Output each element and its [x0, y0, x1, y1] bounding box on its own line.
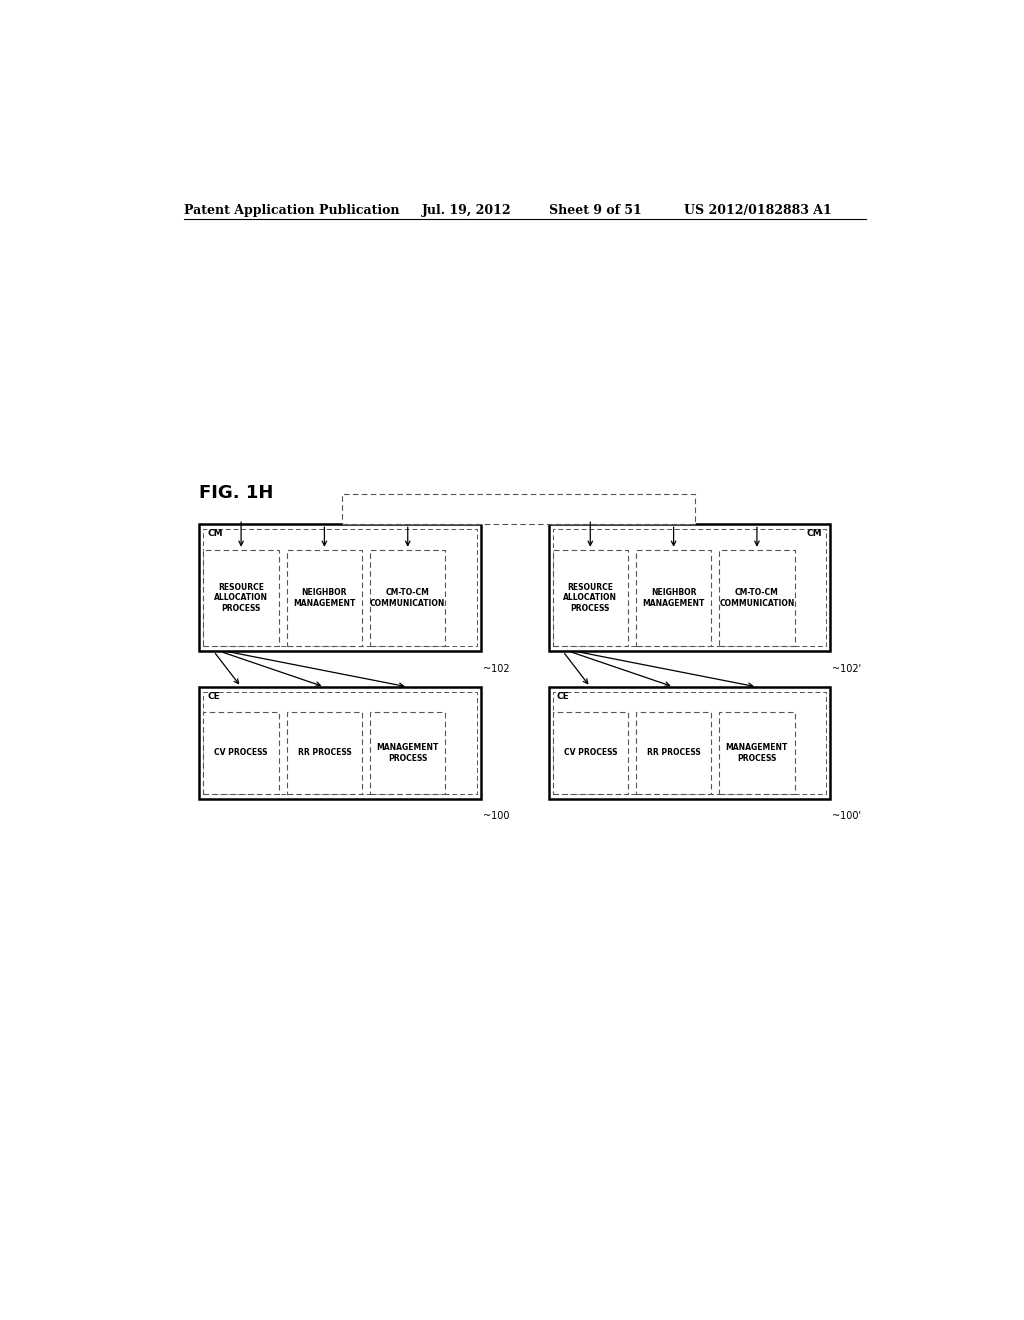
- Text: ~102': ~102': [831, 664, 861, 673]
- Bar: [370, 549, 445, 647]
- Text: MANAGEMENT
PROCESS: MANAGEMENT PROCESS: [726, 743, 788, 763]
- Text: RR PROCESS: RR PROCESS: [298, 748, 351, 758]
- Text: Patent Application Publication: Patent Application Publication: [183, 205, 399, 216]
- Bar: [200, 524, 481, 651]
- Text: ~100': ~100': [831, 810, 861, 821]
- Bar: [719, 549, 795, 647]
- Text: CE: CE: [557, 692, 569, 701]
- Bar: [553, 692, 826, 793]
- Bar: [549, 524, 830, 651]
- Text: ~102: ~102: [482, 664, 509, 673]
- Bar: [200, 686, 481, 799]
- Bar: [553, 713, 628, 793]
- Text: CM-TO-CM
COMMUNICATION: CM-TO-CM COMMUNICATION: [370, 589, 445, 607]
- Bar: [204, 549, 279, 647]
- Text: CM: CM: [207, 529, 223, 539]
- Text: US 2012/0182883 A1: US 2012/0182883 A1: [684, 205, 831, 216]
- Bar: [204, 713, 279, 793]
- Text: NEIGHBOR
MANAGEMENT: NEIGHBOR MANAGEMENT: [642, 589, 705, 607]
- Bar: [636, 549, 712, 647]
- Text: RR PROCESS: RR PROCESS: [647, 748, 700, 758]
- Bar: [553, 529, 826, 647]
- Text: RESOURCE
ALLOCATION
PROCESS: RESOURCE ALLOCATION PROCESS: [563, 583, 617, 612]
- Text: Jul. 19, 2012: Jul. 19, 2012: [422, 205, 511, 216]
- Bar: [287, 549, 362, 647]
- Text: CM: CM: [807, 529, 822, 539]
- Text: ~100: ~100: [482, 810, 509, 821]
- Bar: [204, 692, 477, 793]
- Bar: [342, 494, 695, 524]
- Bar: [719, 713, 795, 793]
- Bar: [287, 713, 362, 793]
- Bar: [549, 686, 830, 799]
- Text: CV PROCESS: CV PROCESS: [563, 748, 617, 758]
- Text: CM-TO-CM
COMMUNICATION: CM-TO-CM COMMUNICATION: [719, 589, 795, 607]
- Text: NEIGHBOR
MANAGEMENT: NEIGHBOR MANAGEMENT: [293, 589, 355, 607]
- Text: CE: CE: [207, 692, 220, 701]
- Text: CV PROCESS: CV PROCESS: [214, 748, 268, 758]
- Bar: [553, 549, 628, 647]
- Text: RESOURCE
ALLOCATION
PROCESS: RESOURCE ALLOCATION PROCESS: [214, 583, 268, 612]
- Bar: [204, 529, 477, 647]
- Text: MANAGEMENT
PROCESS: MANAGEMENT PROCESS: [377, 743, 439, 763]
- Bar: [370, 713, 445, 793]
- Bar: [636, 713, 712, 793]
- Text: FIG. 1H: FIG. 1H: [200, 483, 273, 502]
- Text: Sheet 9 of 51: Sheet 9 of 51: [549, 205, 641, 216]
